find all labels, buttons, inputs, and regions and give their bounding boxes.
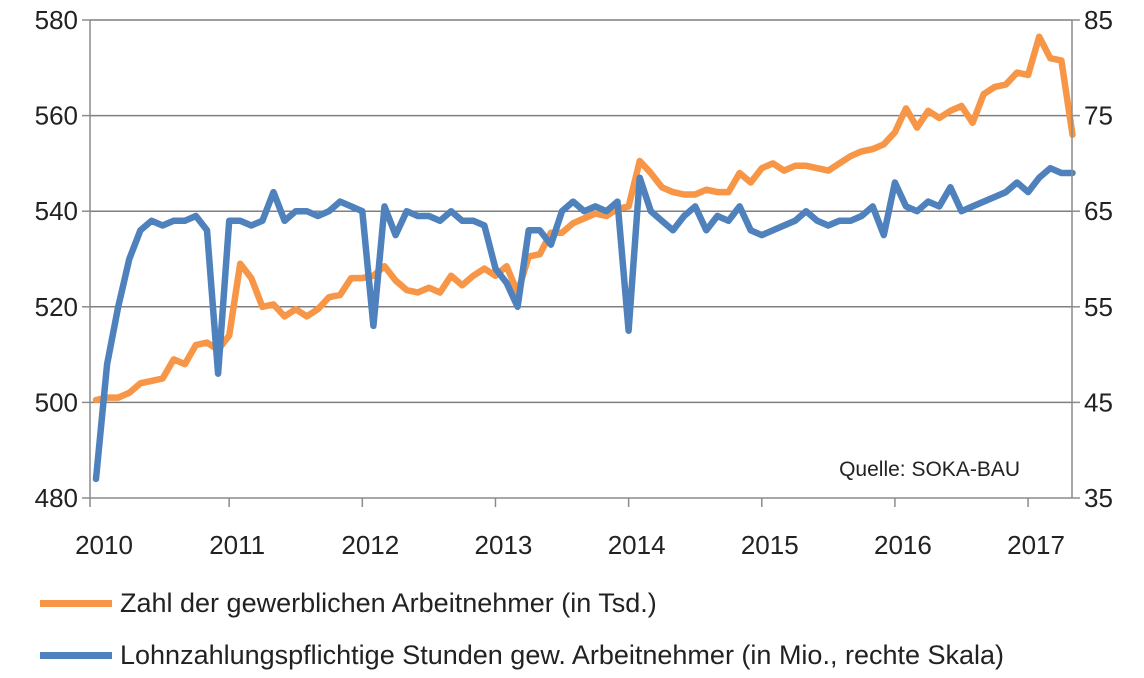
- series-line-employees: [92, 33, 1076, 404]
- left-y-axis: 480 500 520 540 560 580: [35, 5, 90, 513]
- right-tick-label: 75: [1084, 101, 1113, 131]
- right-tick-label: 55: [1084, 292, 1113, 322]
- right-tick-label: 65: [1084, 196, 1113, 226]
- right-tick-label: 45: [1084, 387, 1113, 417]
- chart: 480 500 520 540 560 580 35 45 55 65 75 85 2010 2011…: [35, 5, 1113, 560]
- right-tick-label: 35: [1084, 483, 1113, 513]
- series-line-hours: [92, 164, 1076, 483]
- x-tick-label: 2017: [1007, 530, 1065, 560]
- legend-item-hours: Lohnzahlungspflichtige Stunden gew. Arbe…: [40, 640, 1004, 671]
- legend-swatch-hours: [40, 652, 112, 659]
- right-tick-label: 85: [1084, 5, 1113, 35]
- source-note: Quelle: SOKA-BAU: [839, 458, 1020, 481]
- legend-label-hours: Lohnzahlungspflichtige Stunden gew. Arbe…: [120, 640, 1005, 670]
- x-tick-label: 2016: [874, 530, 932, 560]
- right-y-axis: 35 45 55 65 75 85: [1072, 5, 1113, 513]
- x-tick-label: 2011: [209, 530, 265, 560]
- series-lines: [92, 33, 1076, 483]
- plot-area: [90, 20, 1072, 498]
- left-tick-label: 580: [35, 5, 78, 35]
- legend-item-employees: Zahl der gewerblichen Arbeitnehmer (in T…: [40, 588, 657, 619]
- left-tick-label: 500: [35, 387, 78, 417]
- x-tick-label: 2012: [341, 530, 399, 560]
- x-tick-label: 2015: [741, 530, 799, 560]
- x-axis: 2010 2011 2012 2013 2014 2015 2016 2017: [75, 498, 1065, 560]
- left-tick-label: 560: [35, 101, 78, 131]
- legend-swatch-employees: [40, 600, 112, 607]
- left-tick-label: 520: [35, 292, 78, 322]
- x-tick-label: 2014: [608, 530, 666, 560]
- left-tick-label: 540: [35, 196, 78, 226]
- legend-label-employees: Zahl der gewerblichen Arbeitnehmer (in T…: [120, 588, 657, 618]
- x-tick-label: 2010: [75, 530, 133, 560]
- x-tick-label: 2013: [475, 530, 533, 560]
- left-tick-label: 480: [35, 483, 78, 513]
